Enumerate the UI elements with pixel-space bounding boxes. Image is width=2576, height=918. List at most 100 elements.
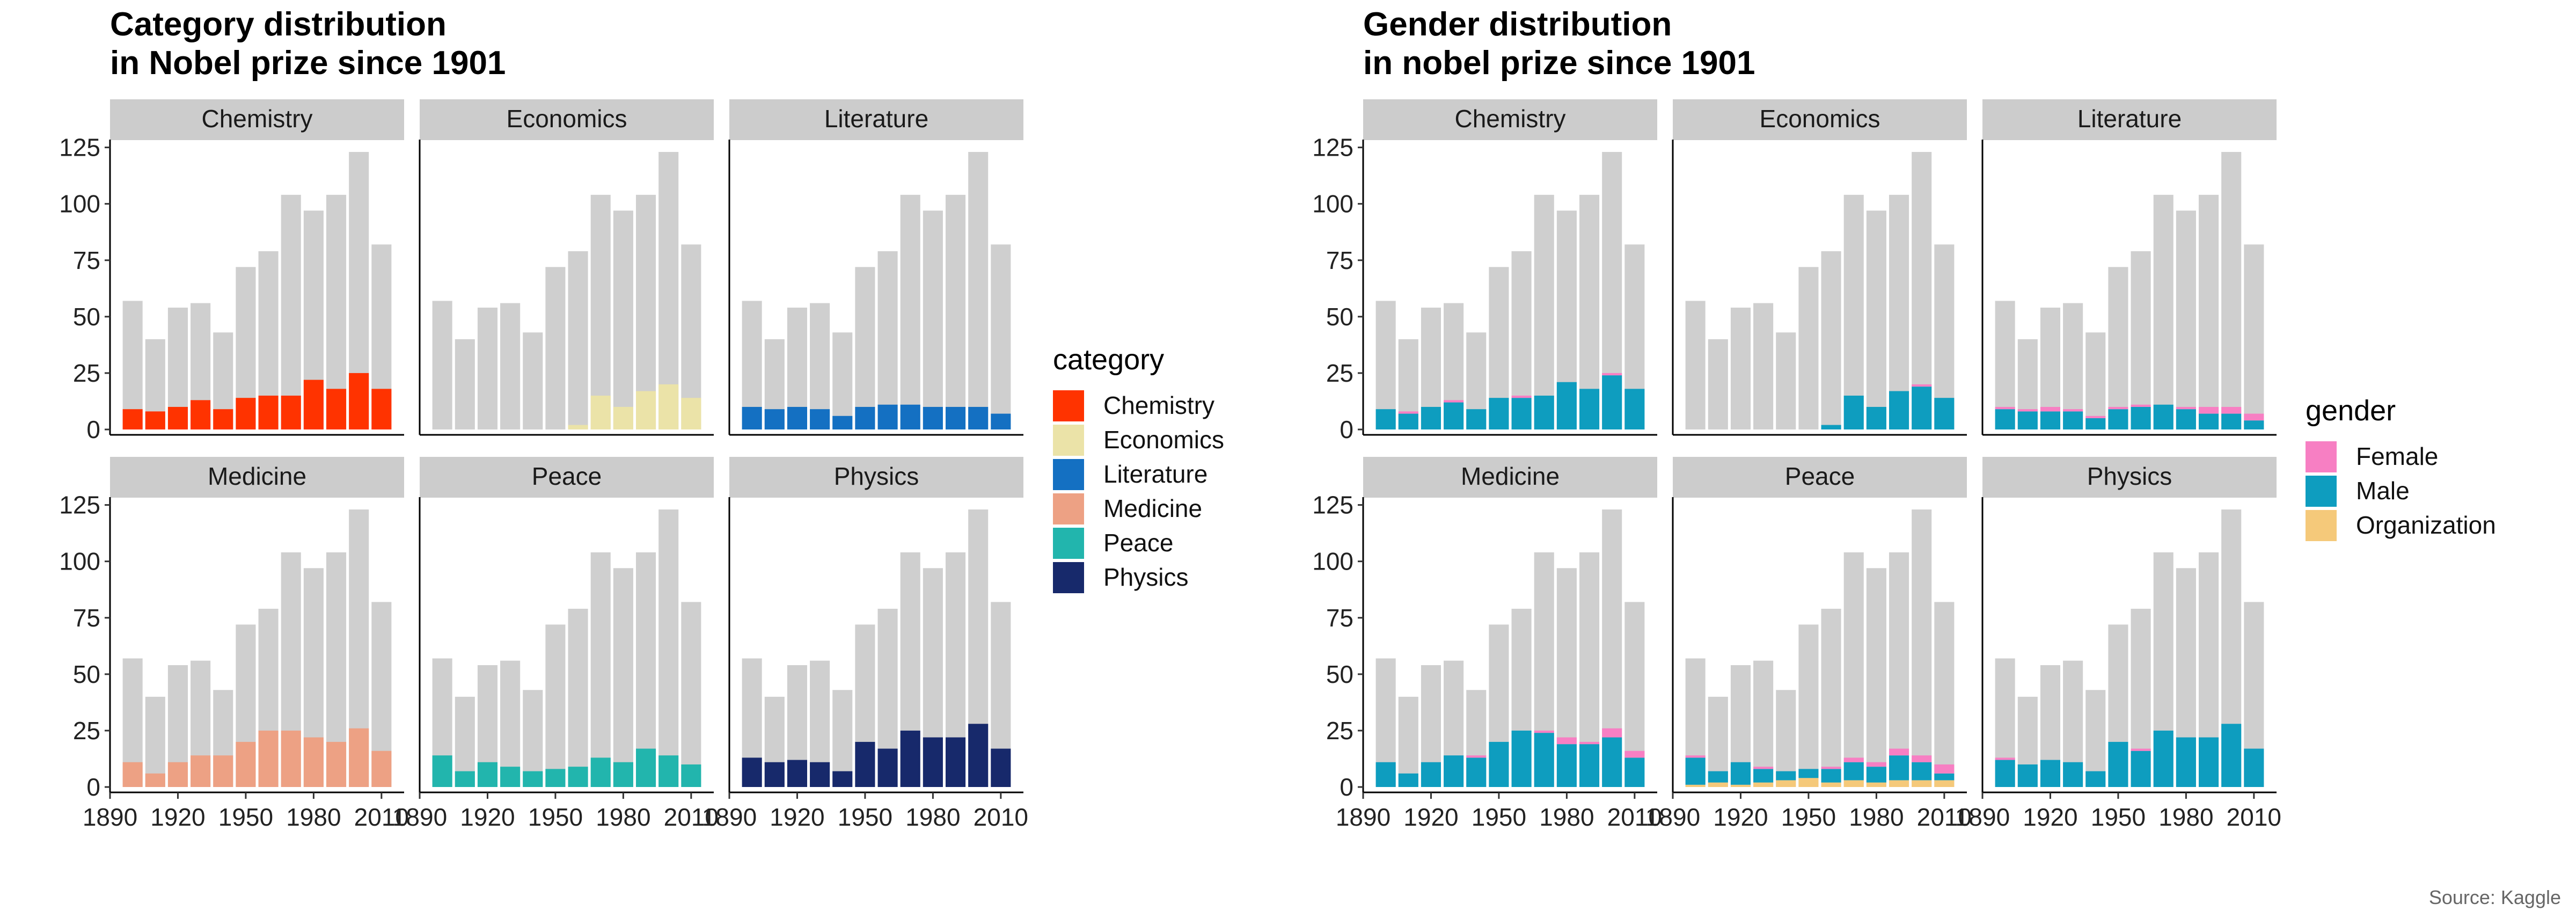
total-bar [1753, 660, 1774, 787]
total-bar [590, 552, 611, 787]
data-bar [2244, 413, 2264, 421]
data-bar [2176, 737, 2196, 787]
data-bar [432, 755, 452, 787]
data-bar [1821, 767, 1841, 769]
y-tick-label: 75 [73, 246, 100, 274]
data-bar [1934, 773, 1955, 781]
total-bar [1708, 339, 1728, 429]
data-bar [1866, 406, 1886, 429]
data-bar [742, 757, 762, 787]
y-tick-label: 125 [1312, 491, 1353, 519]
data-bar [1685, 757, 1706, 785]
facet-strip [1673, 457, 1967, 498]
data-bar [945, 737, 966, 787]
total-bar [281, 194, 301, 429]
legend-label: Literature [1103, 460, 1208, 488]
y-tick-label: 25 [73, 717, 100, 745]
data-bar [855, 406, 875, 429]
y-tick-label: 100 [59, 190, 100, 218]
data-bar [2063, 409, 2083, 412]
data-bar [1866, 767, 1886, 783]
data-bar [1421, 762, 1441, 787]
data-bar [326, 741, 347, 787]
facet-strip [1982, 457, 2277, 498]
total-bar [1776, 332, 1796, 429]
data-bar [2085, 416, 2106, 418]
y-tick-label: 25 [73, 359, 100, 387]
legend-label: Peace [1103, 529, 1173, 557]
total-bar [810, 303, 830, 429]
x-tick-label: 1920 [460, 803, 515, 831]
data-bar [2131, 406, 2151, 429]
total-bar [1821, 251, 1841, 429]
total-bar [923, 210, 943, 429]
legend-swatch [2306, 510, 2337, 541]
data-bar [1466, 409, 1487, 429]
total-bar [1798, 624, 1819, 787]
data-bar [122, 762, 143, 787]
total-bar [2085, 690, 2106, 787]
data-bar [258, 395, 279, 429]
data-bar [1776, 771, 1796, 781]
data-bar [1866, 782, 1886, 787]
data-bar [1489, 398, 1509, 429]
total-bar [1889, 552, 1909, 787]
data-bar [1843, 757, 1864, 762]
facet-label: Peace [532, 462, 602, 490]
total-bar [1821, 608, 1841, 787]
data-bar [613, 406, 633, 429]
source-caption: Source: Kaggle [2429, 886, 2561, 908]
data-bar [1889, 748, 1909, 756]
data-bar [213, 755, 233, 787]
y-tick-label: 0 [1340, 773, 1353, 801]
data-bar [349, 373, 369, 429]
y-tick-label: 25 [1326, 359, 1353, 387]
data-bar [1602, 375, 1622, 429]
data-bar [1995, 757, 2015, 760]
data-bar [568, 425, 588, 429]
data-bar [1624, 757, 1645, 787]
total-bar [1534, 194, 1554, 429]
data-bar [1934, 780, 1955, 787]
facet-strip [110, 457, 404, 498]
data-bar [1444, 755, 1464, 787]
data-bar [764, 409, 785, 429]
data-bar [371, 751, 392, 787]
data-bar [568, 767, 588, 787]
data-bar [1934, 398, 1955, 429]
total-bar [635, 194, 656, 429]
data-bar [1556, 744, 1577, 787]
data-bar [122, 409, 143, 429]
total-bar [523, 690, 543, 787]
data-bar [2221, 724, 2242, 787]
data-bar [1843, 780, 1864, 787]
data-bar [832, 416, 853, 429]
total-bar [2153, 194, 2174, 429]
data-bar [1821, 769, 1841, 783]
facet-strip [420, 457, 714, 498]
total-bar [145, 696, 165, 787]
data-bar [1685, 784, 1706, 787]
total-bar [1776, 690, 1796, 787]
data-bar [1511, 398, 1532, 429]
data-bar [832, 771, 853, 787]
data-bar [1912, 387, 1932, 429]
data-bar [213, 409, 233, 429]
data-bar [658, 384, 679, 429]
total-bar [635, 552, 656, 787]
total-bar [1843, 552, 1864, 787]
total-bar [2198, 194, 2219, 429]
data-bar [1375, 409, 1396, 429]
data-bar [1843, 395, 1864, 429]
data-bar [2040, 760, 2061, 787]
total-bar [2131, 251, 2151, 429]
data-bar [2108, 409, 2128, 429]
data-bar [2221, 413, 2242, 429]
x-tick-label: 1920 [770, 803, 824, 831]
y-tick-label: 0 [86, 773, 100, 801]
total-bar [1912, 509, 1932, 787]
data-bar [1579, 389, 1600, 429]
data-bar [1708, 782, 1728, 787]
legend-title: gender [2306, 395, 2396, 427]
